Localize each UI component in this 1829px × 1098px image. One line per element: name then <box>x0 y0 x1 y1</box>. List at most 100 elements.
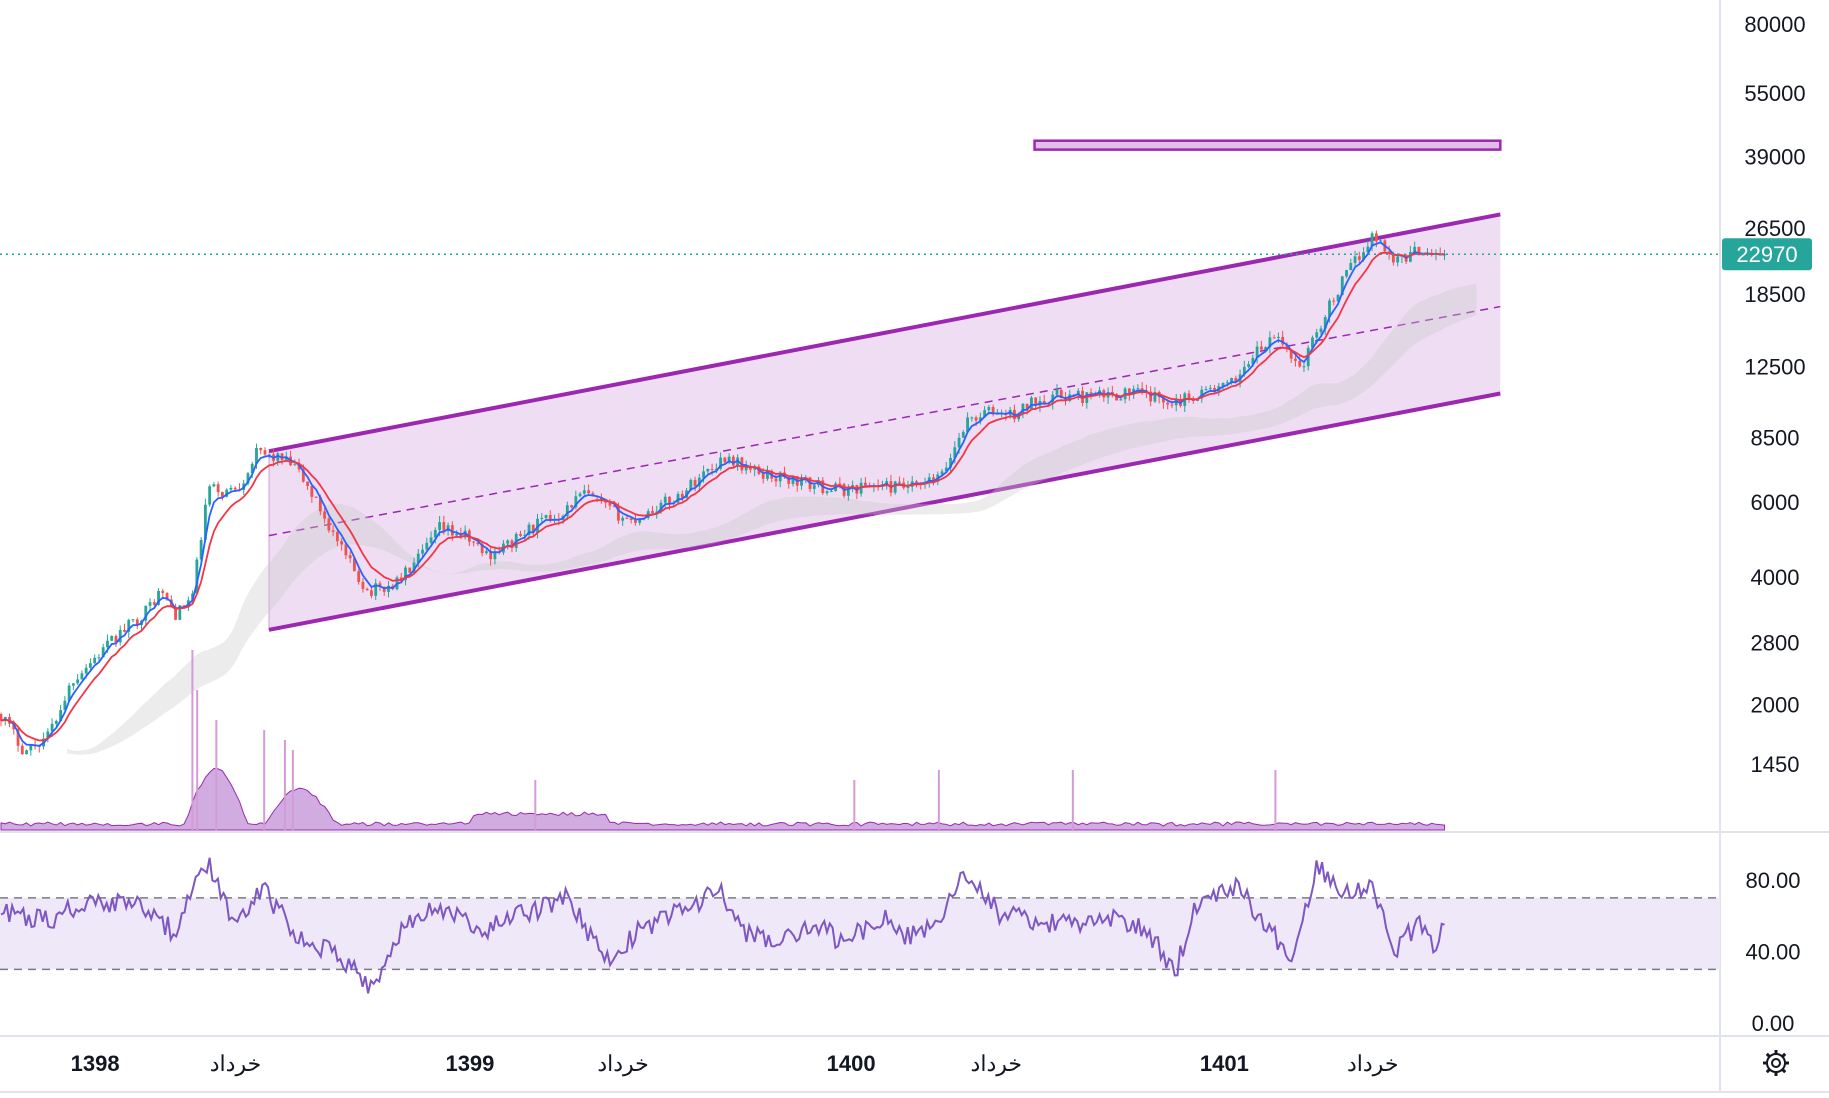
candle <box>152 602 156 605</box>
cloud-layer <box>67 283 1477 755</box>
time-tick-label: 1400 <box>827 1051 876 1076</box>
candle <box>774 478 778 482</box>
candle <box>259 447 263 451</box>
candle <box>506 540 510 544</box>
candle <box>1200 389 1204 399</box>
candle <box>408 567 412 573</box>
candle <box>84 667 88 674</box>
candle <box>1272 337 1276 339</box>
candle <box>255 447 258 464</box>
candle <box>1328 300 1331 318</box>
candle <box>476 542 480 545</box>
candle <box>1059 389 1063 398</box>
candle <box>540 517 544 519</box>
candle <box>544 515 548 518</box>
candle <box>749 466 752 470</box>
candle <box>135 619 139 626</box>
candle <box>71 683 75 686</box>
candle <box>101 647 105 658</box>
price-pane[interactable] <box>0 139 1720 831</box>
candle <box>118 630 122 643</box>
candle <box>1025 403 1029 409</box>
candle <box>148 602 152 606</box>
time-axis[interactable]: 1398 خرداد 1399 خرداد 1400 خرداد 1401 خرداد <box>71 1051 1399 1077</box>
candle <box>523 534 527 536</box>
price-axis[interactable]: 80000 55000 39000 26500 18500 12500 8500 6000 40… <box>1744 12 1805 777</box>
candle <box>510 540 514 548</box>
candle <box>378 583 382 587</box>
candle <box>1230 377 1233 383</box>
candle <box>97 657 101 659</box>
candle <box>1115 394 1119 401</box>
candle <box>489 551 493 560</box>
candle <box>1234 377 1238 383</box>
channel-upper-line[interactable] <box>268 212 1501 454</box>
target-rect[interactable] <box>1033 139 1502 151</box>
candle <box>714 468 718 470</box>
candle <box>114 635 118 643</box>
candle <box>1149 391 1153 402</box>
candle <box>216 484 220 493</box>
ichimoku-cloud <box>67 283 1477 755</box>
candle <box>438 522 441 531</box>
candle <box>20 745 24 755</box>
price-tick-label: 2000 <box>1751 693 1800 718</box>
candle <box>1055 389 1059 395</box>
channel-lower-line[interactable] <box>268 391 1501 632</box>
candle <box>459 533 463 538</box>
gear-icon[interactable] <box>1763 1050 1789 1076</box>
candle <box>225 489 229 497</box>
candle <box>1294 358 1297 361</box>
channel-mid-line[interactable] <box>268 305 1501 537</box>
candle <box>676 493 680 503</box>
candle <box>1289 349 1293 359</box>
price-tick-label: 6000 <box>1751 490 1800 515</box>
candle <box>932 477 935 482</box>
price-tick-label: 8500 <box>1751 426 1800 451</box>
candle <box>1021 403 1025 414</box>
candle <box>987 407 991 411</box>
candle <box>1213 388 1216 393</box>
candle <box>1353 256 1357 264</box>
candle <box>927 477 931 483</box>
candle <box>387 585 390 592</box>
candle <box>668 496 671 504</box>
price-channel[interactable] <box>268 212 1501 632</box>
candle <box>812 485 816 489</box>
rsi-axis[interactable]: 80.00 40.00 0.00 <box>1745 868 1800 1036</box>
candle <box>399 577 403 581</box>
candle <box>659 502 663 512</box>
candle <box>825 491 829 494</box>
candle <box>1153 391 1157 402</box>
price-tick-label: 4000 <box>1751 565 1800 590</box>
candle <box>608 502 612 506</box>
candle <box>697 477 701 487</box>
candle <box>587 490 591 494</box>
candle <box>629 518 633 520</box>
candle <box>723 457 727 463</box>
candle <box>370 590 373 596</box>
candle <box>212 484 216 487</box>
rsi-tick-label: 0.00 <box>1752 1011 1795 1036</box>
candle <box>59 710 63 721</box>
candle <box>404 567 407 581</box>
candle <box>0 714 3 721</box>
candle <box>1357 256 1361 260</box>
rsi-pane[interactable] <box>0 857 1720 994</box>
candle <box>323 511 327 519</box>
candle <box>744 466 748 471</box>
price-tick-label: 12500 <box>1744 355 1805 380</box>
candle <box>1170 404 1174 406</box>
candle <box>301 469 305 482</box>
candle <box>531 524 535 533</box>
candle <box>93 657 97 664</box>
candle <box>233 487 237 490</box>
candle <box>246 473 250 484</box>
candle <box>1140 388 1144 391</box>
candle <box>67 685 71 701</box>
target-zone[interactable] <box>1033 139 1502 151</box>
candle <box>1366 246 1370 253</box>
gear-tooth <box>1781 1052 1787 1058</box>
candle <box>617 506 620 521</box>
